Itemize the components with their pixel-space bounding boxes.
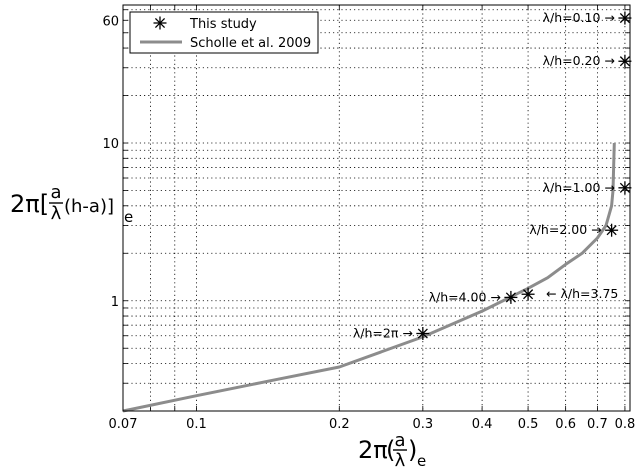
x-tick-label: 0.5: [518, 417, 539, 432]
series-line-path: [122, 142, 616, 413]
y-label-rest: (h-a)]: [64, 196, 114, 217]
asterisk-stroke: [606, 225, 617, 236]
asterisk-stroke: [505, 292, 516, 303]
x-label-numerator: a: [394, 430, 405, 451]
x-label-main: 2π: [358, 436, 388, 464]
x-tick-label: 0.6: [555, 417, 576, 432]
legend-label-scholle: Scholle et al. 2009: [190, 36, 311, 51]
y-label-denominator: λ: [51, 203, 62, 224]
plot-frame: [122, 4, 631, 412]
asterisk-stroke: [619, 12, 630, 24]
data-point: [618, 11, 632, 25]
data-point: [504, 290, 518, 304]
x-tick-label: 0.1: [186, 417, 207, 432]
point-annotation: λ/h=2.00 →: [529, 222, 601, 237]
point-annotation: λ/h=2π →: [353, 325, 413, 340]
legend-marker-this-study: [153, 16, 167, 30]
point-annotation: λ/h=1.00 →: [543, 180, 615, 195]
asterisk-stroke: [523, 289, 534, 300]
y-axis-label: 2π[ a λ (h-a)] e: [10, 182, 133, 226]
x-tick-label: 0.2: [329, 417, 350, 432]
x-tick-label: 0.07: [109, 417, 138, 432]
asterisk-stroke: [154, 17, 166, 29]
data-point: [618, 54, 632, 68]
asterisk-stroke: [619, 182, 630, 193]
x-label-close-paren: ): [408, 436, 417, 464]
legend-label-this-study: This study: [189, 17, 257, 32]
data-point: [618, 181, 632, 195]
data-point: [416, 326, 430, 340]
legend-box: [129, 11, 319, 54]
y-tick-label: 1: [111, 295, 119, 310]
legend-asterisk: [153, 16, 167, 30]
x-label-subscript: e: [417, 452, 426, 468]
data-point: [521, 287, 535, 301]
x-tick-label: 0.7: [587, 417, 608, 432]
y-tick-label: 60: [102, 14, 119, 29]
x-tick-labels: 0.07 0.1 0.2 0.3 0.4 0.5 0.6 0.7 0.8: [109, 417, 636, 432]
y-label-subscript: e: [124, 208, 133, 226]
y-tick-label: 10: [102, 137, 119, 152]
point-annotation: ← λ/h=3.75: [546, 286, 618, 301]
asterisk-stroke: [619, 56, 630, 67]
x-label-open-paren: (: [386, 436, 395, 464]
point-annotation: λ/h=0.20 →: [543, 53, 615, 68]
point-annotation: λ/h=0.10 →: [543, 10, 615, 25]
legend: This study Scholle et al. 2009: [129, 11, 319, 54]
data-point: [605, 223, 619, 237]
x-label-denominator: λ: [395, 450, 406, 468]
y-tick-labels: 1 10 60: [102, 14, 119, 309]
series-line-scholle: [122, 142, 616, 413]
y-label-main: 2π[: [10, 190, 49, 218]
x-tick-label: 0.8: [615, 417, 636, 432]
point-annotations: λ/h=2π → λ/h=4.00 → ← λ/h=3.75 λ/h=2.00 → λ/…: [353, 10, 618, 340]
series-points-this-study: [416, 11, 632, 340]
point-annotation: λ/h=4.00 →: [429, 289, 501, 304]
y-label-numerator: a: [50, 182, 61, 203]
x-tick-label: 0.4: [472, 417, 493, 432]
x-tick-label: 0.3: [412, 417, 433, 432]
x-axis-label: 2π ( a λ ) e: [358, 430, 426, 468]
asterisk-stroke: [417, 328, 428, 339]
